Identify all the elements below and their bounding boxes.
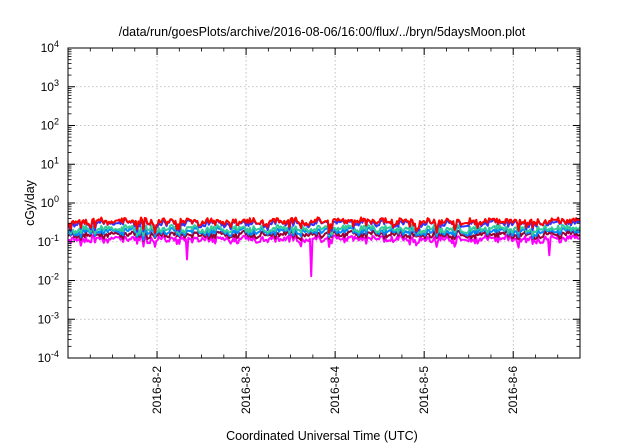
y-tick-labels: 10-4 10-3 10-2 10-1 100 101 102 103 104 [38, 39, 59, 365]
chart-title: /data/run/goesPlots/archive/2016-08-06/1… [119, 25, 526, 39]
y-tick-label: 102 [41, 117, 59, 133]
y-tick-label: 100 [41, 194, 59, 210]
grid [68, 48, 580, 358]
y-tick-label: 104 [41, 39, 59, 55]
y-tick-label: 10-4 [38, 349, 59, 365]
x-tick-label: 2016-8-6 [506, 366, 520, 414]
y-tick-label: 10-3 [38, 310, 59, 326]
y-tick-label: 103 [41, 78, 59, 94]
x-axis-title: Coordinated Universal Time (UTC) [226, 429, 418, 443]
x-tick-label: 2016-8-3 [239, 366, 253, 414]
y-axis-title: cGy/day [23, 179, 37, 226]
x-tick-labels: 2016-8-2 2016-8-3 2016-8-4 2016-8-5 2016-8-6 [150, 366, 520, 414]
x-tick-label: 2016-8-2 [150, 366, 164, 414]
y-tick-label: 10-1 [38, 233, 59, 249]
ticks [68, 47, 580, 359]
series-line [67, 216, 581, 234]
series-group [67, 216, 581, 278]
x-tick-label: 2016-8-5 [417, 366, 431, 414]
series-line [67, 234, 581, 278]
series-line [67, 229, 581, 242]
x-tick-label: 2016-8-4 [328, 366, 342, 414]
y-tick-label: 101 [41, 155, 59, 171]
y-tick-label: 10-2 [38, 272, 59, 288]
